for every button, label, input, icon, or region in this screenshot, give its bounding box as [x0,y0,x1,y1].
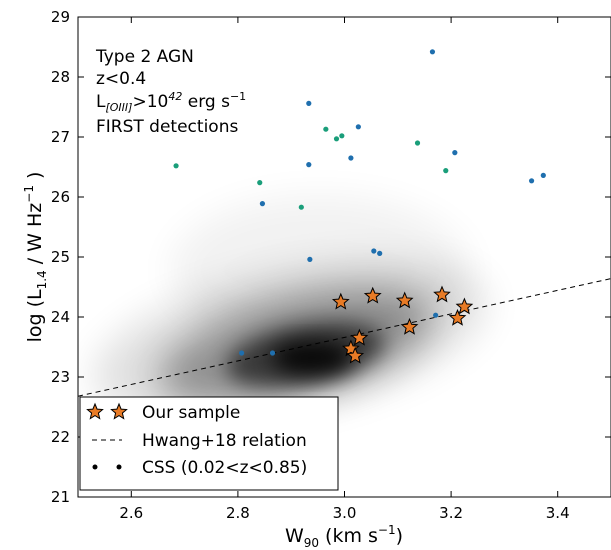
our-sample-star [350,328,369,346]
y-tick-label: 25 [51,248,70,266]
css-point [433,312,439,318]
css-point [307,256,313,262]
css-point [452,150,458,156]
annotation-line-3: L[OIII]>1042 erg s−1 [96,90,246,114]
legend-label-hwang: Hwang+18 relation [142,431,307,451]
css-point [173,163,179,169]
css-point [259,201,266,207]
y-tick-label: 23 [51,368,70,386]
css-point [377,250,383,256]
css-point [257,180,263,186]
y-tick-label: 26 [51,188,70,206]
our-sample-star [395,291,414,309]
legend: Our sample Hwang+18 relation CSS (0.02<z… [79,396,339,491]
annotation: Type 2 AGN z<0.4 L[OIII]>1042 erg s−1 FI… [95,47,246,137]
relation-layer [78,278,611,397]
annotation-line-1: Type 2 AGN [95,47,194,67]
y-tick-label: 29 [51,8,70,26]
css-point [306,162,312,168]
legend-star-icon [86,402,104,420]
css-point [339,133,345,139]
axis-ticks: 2.6 2.8 3.0 3.2 3.4 21 22 23 24 25 26 27 28 29 [51,8,611,522]
css-point [239,350,245,356]
our-sample-star [346,346,365,364]
x-tick-label: 3.2 [439,504,463,522]
css-point [323,126,329,132]
legend-label-our-sample: Our sample [142,403,240,423]
y-axis-label: log (L1.4 / W Hz−1 ) [22,172,49,343]
legend-label-css: CSS (0.02<z<0.85) [142,458,307,478]
y-tick-label: 27 [51,128,70,146]
css-point [371,248,377,254]
css-point [355,124,361,130]
our-sample-star [400,317,419,335]
css-point [414,140,421,146]
css-point [348,155,354,161]
css-point [429,49,436,55]
x-tick-label: 2.6 [119,504,143,522]
x-tick-label: 3.4 [546,504,570,522]
y-tick-label: 28 [51,68,70,86]
x-tick-label: 2.8 [226,504,250,522]
annotation-line-2: z<0.4 [96,69,146,89]
css-point [528,178,535,184]
density-cloud [93,195,487,421]
x-tick-label: 3.0 [333,504,357,522]
legend-star-icon [110,402,128,420]
our-sample-star [433,285,451,303]
our-sample-star [448,308,467,326]
y-tick-label: 22 [51,428,70,446]
legend-dot-2 [116,464,122,470]
x-axis-label: W90 (km s−1) [285,523,403,550]
css-point [269,350,276,356]
css-point [540,172,546,178]
our-sample-star [363,286,382,304]
y-tick-label: 24 [51,308,70,326]
annotation-line-4: FIRST detections [96,117,238,137]
css-point [298,204,304,210]
legend-dot-1 [92,464,98,470]
hwang-relation-line [78,278,611,397]
css-point [306,100,312,106]
our-sample-star [455,297,474,315]
our-sample-star [331,292,350,310]
css-point [443,168,449,174]
css-point [333,136,340,142]
legend-star-markers [86,402,128,420]
points-layer [173,49,546,364]
y-tick-label: 21 [51,488,70,506]
